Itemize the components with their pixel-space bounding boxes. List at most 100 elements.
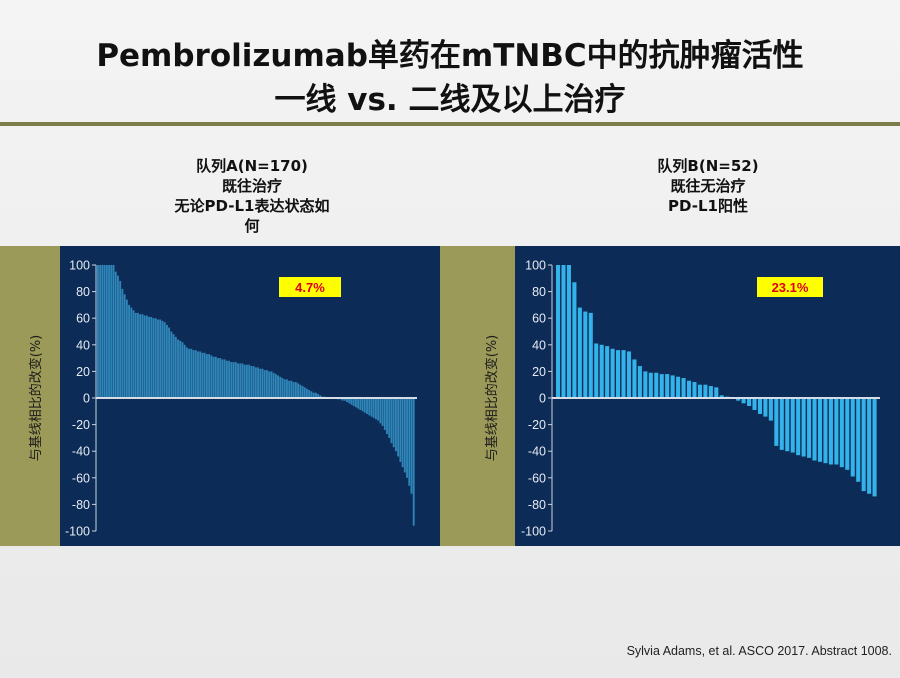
cohort-a-bar [161, 320, 164, 398]
cohort-a-bar [97, 265, 99, 398]
cohort-b-response-badge [757, 277, 823, 297]
cohort-a-bar [212, 356, 215, 398]
cohort-a-bar [194, 350, 197, 398]
cohort-b-bar [556, 265, 561, 398]
cohort-a-bar [219, 358, 222, 398]
cohort-a-header-line: 何 [244, 217, 260, 235]
cohort-a-bar [237, 363, 239, 398]
cohort-a-bar [292, 382, 295, 398]
cohort-b-bar [605, 346, 610, 398]
cohort-a-bar [401, 398, 404, 468]
cohort-a-bar [201, 352, 204, 398]
cohort-a-response-badge [279, 277, 341, 297]
cohort-a-bar [110, 265, 113, 398]
cohort-a-y-tick-label: 100 [69, 259, 90, 273]
cohort-a-bar [125, 299, 128, 398]
cohort-b-bar [834, 398, 839, 465]
cohort-a-bar [243, 364, 246, 398]
cohort-a-bar [143, 315, 146, 398]
cohort-a-bar [192, 350, 195, 398]
cohort-b-response-badge-text: 23.1% [772, 280, 809, 295]
cohort-a-bar [359, 398, 362, 410]
cohort-b-bar [594, 343, 599, 398]
cohort-a-bar [261, 368, 264, 398]
cohort-a-bar [170, 331, 173, 398]
cohort-a-y-tick-label: -20 [72, 418, 90, 432]
cohort-a-bar [381, 398, 384, 426]
cohort-b-bar [577, 307, 582, 398]
cohort-a-bar [239, 363, 242, 398]
cohort-a-bar [361, 398, 364, 412]
cohort-b-y-tick-label: -60 [528, 471, 546, 485]
cohort-a-bar [283, 379, 286, 398]
cohort-a-bar [101, 265, 104, 398]
cohort-a-bar [141, 314, 144, 398]
cohort-b-bar [719, 395, 724, 398]
cohort-b-bar [774, 398, 779, 446]
cohort-b-bar [867, 398, 872, 494]
cohort-a-bar [370, 398, 373, 417]
cohort-a-bar [314, 392, 317, 398]
cohort-a-header-line: 队列A(N=170) [196, 157, 308, 175]
cohort-b-header-line: PD-L1阳性 [668, 197, 748, 215]
cohort-b-bar [566, 265, 571, 398]
cohort-a-bar [397, 398, 400, 457]
cohort-a-bar [168, 327, 171, 398]
cohort-a-y-tick-label: 0 [83, 392, 90, 406]
cohort-b-y-tick-label: -80 [528, 498, 546, 512]
cohort-b-bar [752, 398, 757, 410]
cohort-b-bar [872, 398, 877, 497]
cohort-a-bar [103, 265, 106, 398]
cohort-a-bar [277, 375, 279, 398]
cohort-a-bar [392, 398, 395, 448]
cohort-b-bar [626, 351, 632, 398]
cohort-a-response-badge-text: 4.7% [295, 280, 325, 295]
cohort-a-bar [343, 398, 346, 401]
olive-strip-middle [440, 246, 515, 546]
cohort-b-bar [736, 398, 741, 401]
cohort-b-header-line: 既往无治疗 [670, 177, 746, 195]
cohort-a-bar [221, 359, 224, 398]
cohort-a-bar [112, 265, 115, 398]
cohort-b-bar [861, 398, 866, 492]
cohort-a-bar [181, 342, 184, 398]
cohort-b-y-tick-label: 80 [532, 285, 546, 299]
cohort-a-bar [346, 398, 348, 402]
cohort-b-bar [610, 348, 615, 398]
slide-title: Pembrolizumab单药在mTNBC中的抗肿瘤活性 一线 vs. 二线及以… [0, 34, 900, 122]
cohort-b-y-tick-label: -40 [528, 445, 546, 459]
cohort-b-bar [763, 398, 768, 417]
cohort-b-bar [850, 398, 855, 477]
cohort-a-bar [154, 318, 157, 398]
cohort-b-bar [692, 382, 697, 398]
cohort-a-waterfall-chart: 与基线相比的改变(%) 100 80 60 40 20 0 -20 -40 -60 -80 -100 4… [28, 246, 440, 546]
cohort-a-bar [274, 374, 277, 398]
cohort-b-bar [616, 350, 621, 398]
cohort-b-bar [796, 398, 801, 456]
cohort-a-bar [250, 366, 253, 398]
cohort-a-bar [366, 398, 368, 414]
cohort-a-bar [306, 388, 308, 398]
cohort-a-bar [312, 392, 315, 398]
cohort-a-bar [299, 384, 302, 398]
cohort-a-bar [117, 275, 119, 398]
cohort-a-bar [234, 362, 237, 398]
cohort-b-bar [807, 398, 812, 458]
cohort-a-bar [225, 360, 228, 398]
cohort-b-bar [817, 398, 823, 462]
cohort-b-y-axis-label: 与基线相比的改变(%) [484, 335, 500, 462]
cohort-b-bar [670, 375, 675, 398]
cohort-a-bar [228, 360, 231, 398]
cohort-a-bar [159, 319, 162, 398]
cohort-b-bar [686, 380, 692, 398]
cohort-a-bar [406, 398, 408, 478]
cohort-b-bar [588, 312, 593, 398]
cohort-a-bar [210, 355, 213, 398]
cohort-a-bar [388, 398, 391, 438]
cohort-b-bar [812, 398, 817, 461]
cohort-a-y-tick-label: -100 [65, 525, 90, 539]
cohort-b-bar [561, 265, 566, 398]
olive-strip-left [0, 246, 60, 546]
cohort-a-bar [288, 380, 291, 398]
